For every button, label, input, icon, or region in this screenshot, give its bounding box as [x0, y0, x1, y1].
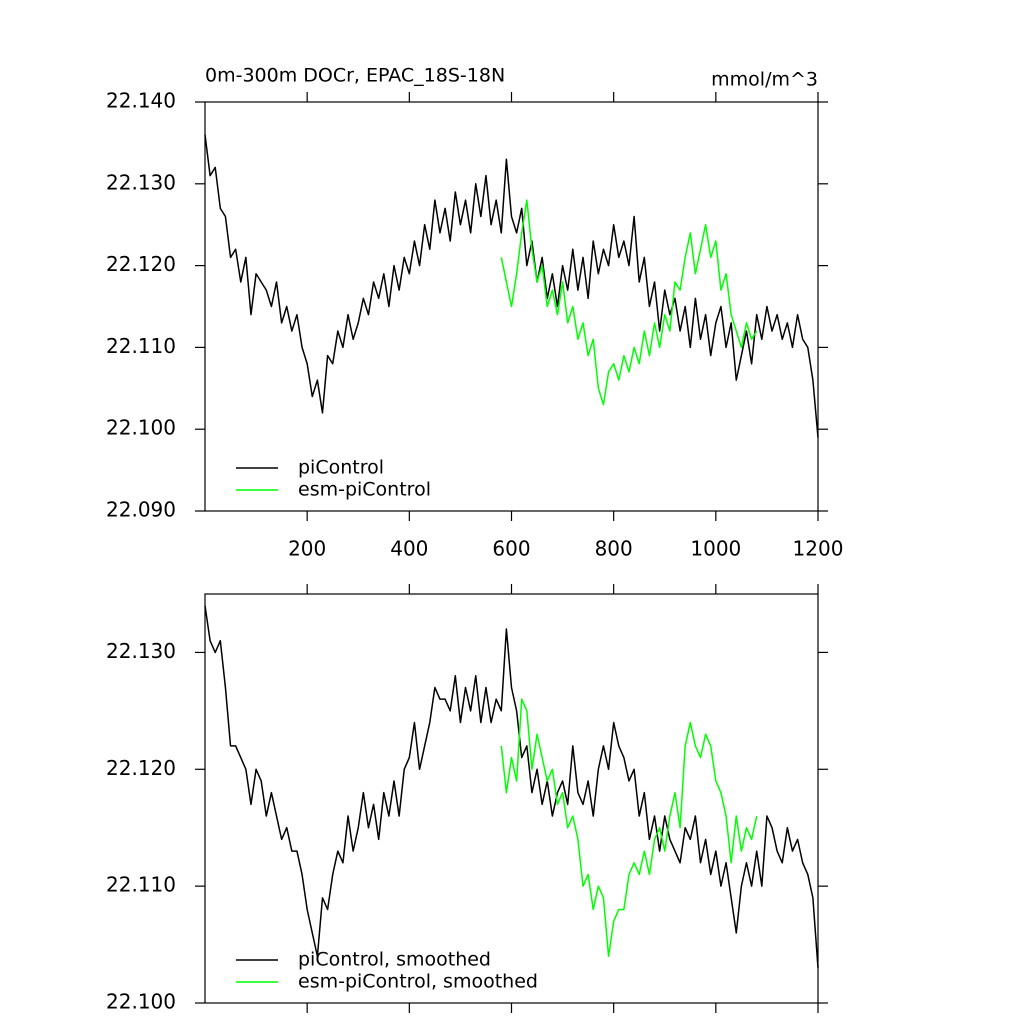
units-label: mmol/m^3 [711, 69, 818, 91]
y-tick-label: 22.130 [106, 170, 176, 194]
data-line [204, 134, 819, 438]
legend-label: esm-piControl [298, 479, 431, 501]
legend-label: piControl, smoothed [298, 949, 491, 971]
plot-frame [204, 593, 819, 1004]
y-tick-label: 22.110 [106, 873, 176, 897]
legend-label: esm-piControl, smoothed [298, 971, 538, 993]
data-line [500, 698, 758, 958]
chart-title: 0m-300m DOCr, EPAC_18S-18N [205, 65, 505, 87]
y-tick-label: 22.140 [106, 89, 176, 113]
legend-label: piControl [298, 457, 384, 479]
y-tick-label: 22.090 [106, 498, 176, 522]
x-tick-label: 800 [595, 537, 633, 561]
data-line [500, 199, 758, 406]
y-tick-label: 22.110 [106, 334, 176, 358]
x-tick-label: 1200 [793, 537, 844, 561]
y-tick-label: 22.130 [106, 639, 176, 663]
x-tick-label: 200 [288, 537, 326, 561]
y-tick-label: 22.120 [106, 756, 176, 780]
y-tick-label: 22.100 [106, 990, 176, 1014]
y-tick-label: 22.120 [106, 252, 176, 276]
x-tick-label: 1000 [690, 537, 741, 561]
x-tick-label: 600 [492, 537, 530, 561]
x-tick-label: 400 [390, 537, 428, 561]
data-line [204, 605, 819, 968]
y-tick-label: 22.100 [106, 416, 176, 440]
